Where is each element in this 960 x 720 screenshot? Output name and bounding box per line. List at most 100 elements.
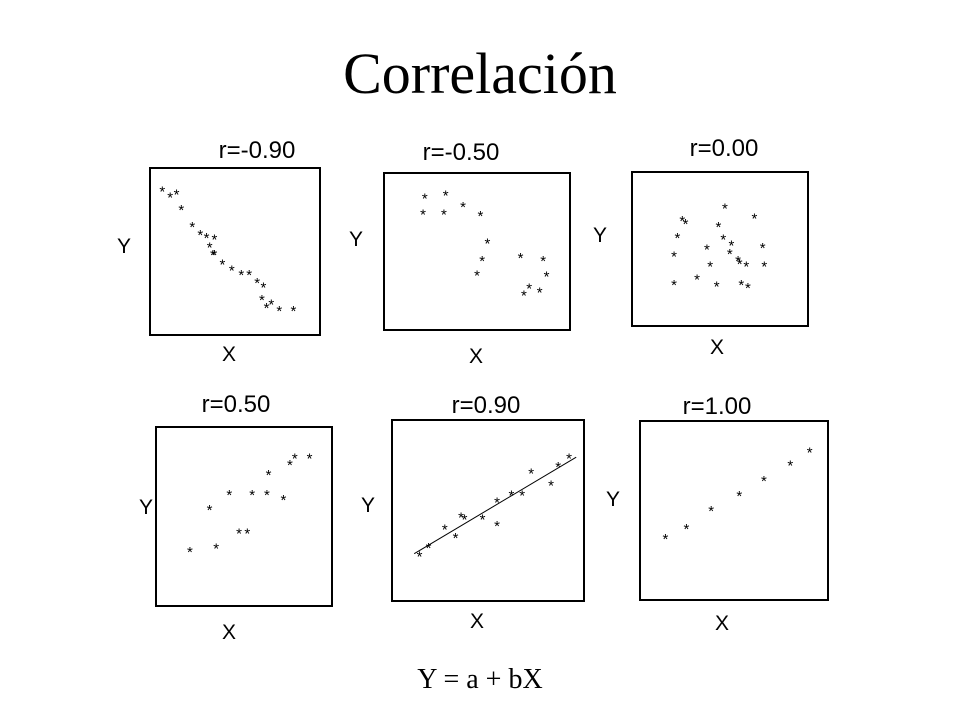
data-point: * [727, 246, 733, 263]
data-point: * [219, 256, 225, 273]
data-point: * [679, 213, 685, 230]
data-point: * [761, 473, 767, 490]
correlation-label: r=-0.50 [423, 139, 500, 166]
data-point: * [189, 219, 195, 236]
data-point: * [518, 250, 524, 267]
data-point: * [441, 206, 447, 223]
data-point: * [694, 271, 700, 288]
y-axis-label: Y [117, 235, 131, 258]
data-point: * [259, 292, 265, 309]
data-point: * [443, 188, 449, 205]
plot-frame [155, 426, 333, 607]
data-point: * [460, 199, 466, 216]
data-point: * [519, 488, 525, 505]
data-point: * [178, 202, 184, 219]
data-point: * [417, 548, 423, 565]
data-point: * [494, 518, 500, 535]
correlation-label: r=0.00 [690, 135, 759, 162]
data-point: * [737, 256, 743, 273]
data-point: * [738, 277, 744, 294]
data-point: * [566, 450, 572, 467]
data-point: * [458, 510, 464, 527]
data-point: * [249, 487, 255, 504]
scatter-panel-6: r=1.00 X Y * * * * * * * [606, 393, 829, 635]
data-point: * [720, 232, 726, 249]
plot-frame [631, 171, 809, 327]
x-axis-label: X [470, 610, 484, 633]
data-point: * [264, 487, 270, 504]
data-point: * [462, 511, 468, 528]
data-point: * [760, 240, 766, 257]
data-point: * [761, 259, 767, 276]
data-point: * [264, 300, 270, 317]
data-point: * [807, 444, 813, 461]
data-point: * [268, 297, 274, 314]
data-point: * [544, 269, 550, 286]
data-point: * [422, 190, 428, 207]
data-point: * [671, 277, 677, 294]
x-axis-label: X [715, 612, 729, 635]
y-axis-label: Y [139, 496, 153, 519]
data-point: * [478, 208, 484, 225]
y-axis-label: Y [606, 488, 620, 511]
data-point: * [708, 503, 714, 520]
plot-frame [391, 419, 585, 602]
data-point: * [528, 466, 534, 483]
data-point: * [526, 280, 532, 297]
data-point: * [204, 230, 210, 247]
data-point: * [167, 190, 173, 207]
data-point: * [745, 280, 751, 297]
data-point: * [537, 285, 543, 302]
data-point: * [212, 247, 218, 264]
data-point: * [266, 467, 272, 484]
data-point: * [662, 531, 668, 548]
data-point: * [210, 247, 216, 264]
data-point: * [735, 253, 741, 270]
plot-frame [383, 172, 571, 331]
data-point: * [548, 477, 554, 494]
data-point: * [261, 280, 267, 297]
correlation-label: r=-0.90 [219, 137, 296, 164]
data-point: * [174, 187, 180, 204]
slide-title: Correlación [343, 41, 617, 106]
data-point: * [229, 263, 235, 280]
x-axis-label: X [222, 621, 236, 644]
data-point: * [736, 488, 742, 505]
data-point: * [207, 502, 213, 519]
data-point: * [238, 267, 244, 284]
data-point: * [280, 492, 286, 509]
data-point: * [244, 526, 250, 543]
plot-frame [639, 420, 829, 601]
data-point: * [236, 526, 242, 543]
data-point: * [426, 540, 432, 557]
data-point: * [729, 237, 735, 254]
regression-formula: Y = a + bX [417, 664, 543, 695]
data-point: * [197, 227, 203, 244]
data-point: * [715, 219, 721, 236]
data-point: * [540, 253, 546, 270]
data-point: * [207, 239, 213, 256]
x-axis-label: X [222, 343, 236, 366]
data-point: * [442, 521, 448, 538]
data-point: * [508, 488, 514, 505]
correlation-label: r=1.00 [683, 393, 752, 420]
data-point: * [420, 206, 426, 223]
data-point: * [485, 235, 491, 252]
data-point: * [480, 511, 486, 528]
y-axis-label: Y [361, 494, 375, 517]
data-point: * [291, 303, 297, 320]
plot-frame [149, 167, 321, 336]
data-point: * [752, 210, 758, 227]
correlation-label: r=0.90 [452, 392, 521, 419]
data-point: * [722, 200, 728, 217]
data-point: * [743, 259, 749, 276]
data-point: * [276, 303, 282, 320]
x-axis-label: X [469, 345, 483, 368]
data-point: * [683, 216, 689, 233]
data-point: * [254, 275, 260, 292]
